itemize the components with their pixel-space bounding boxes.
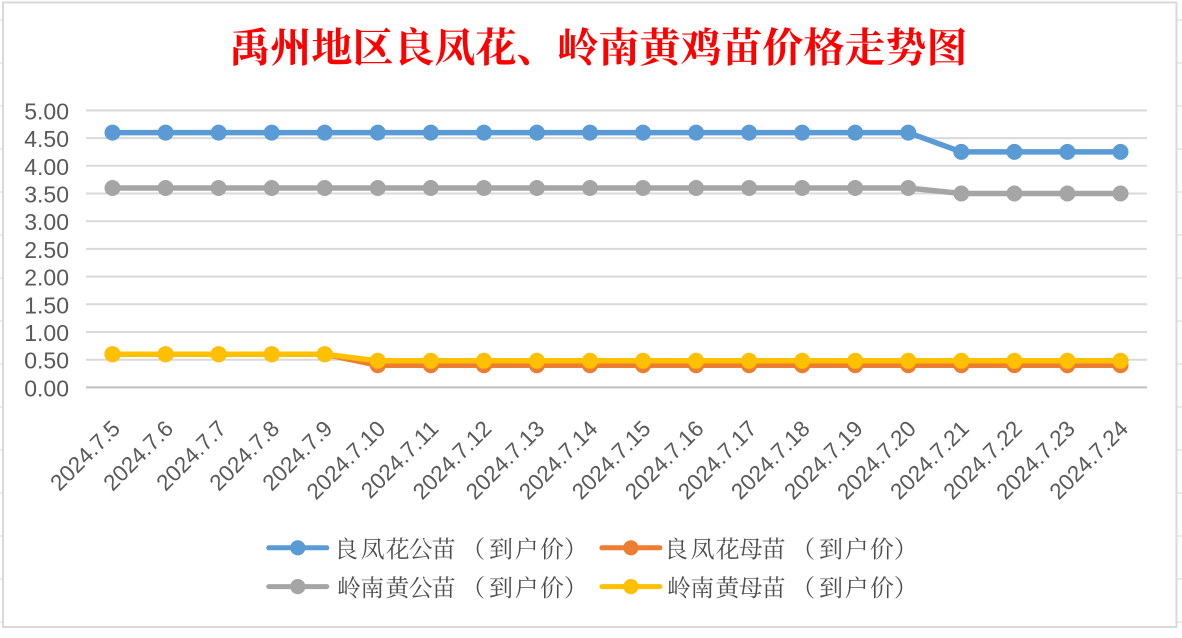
svg-text:1.00: 1.00 bbox=[24, 320, 69, 346]
svg-text:0.00: 0.00 bbox=[24, 375, 69, 401]
svg-text:2.50: 2.50 bbox=[24, 237, 69, 263]
svg-text:3.00: 3.00 bbox=[24, 209, 69, 235]
svg-text:5.00: 5.00 bbox=[24, 98, 69, 124]
svg-text:0.50: 0.50 bbox=[24, 348, 69, 374]
svg-text:3.50: 3.50 bbox=[24, 182, 69, 208]
svg-text:1.50: 1.50 bbox=[24, 292, 69, 318]
svg-text:4.00: 4.00 bbox=[24, 154, 69, 180]
svg-text:4.50: 4.50 bbox=[24, 126, 69, 152]
svg-text:2.00: 2.00 bbox=[24, 265, 69, 291]
